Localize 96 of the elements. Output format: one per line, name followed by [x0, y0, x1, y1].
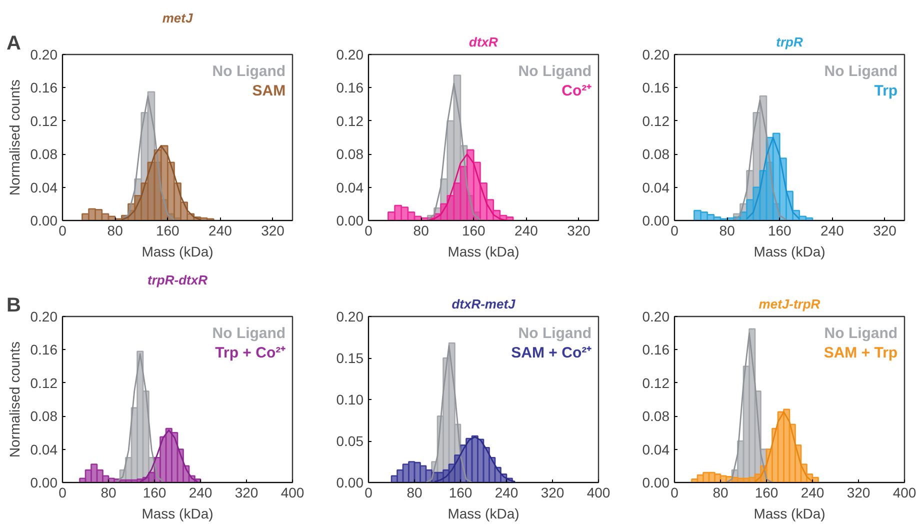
y-tick-label: 0.15	[336, 350, 364, 366]
text: A	[6, 32, 21, 54]
y-tick-label: 0.12	[642, 112, 670, 129]
x-tick-label: 80	[413, 222, 430, 238]
x-tick-label: 160	[448, 484, 472, 500]
text: SAM	[252, 82, 286, 100]
y-tick-label: 0.20	[336, 46, 364, 62]
x-axis-title: Mass (kDa)	[754, 244, 826, 260]
y-tick-label: 0.05	[336, 433, 364, 449]
x-tick-label: 80	[712, 484, 728, 500]
text: SAM + Co²⁺	[511, 344, 592, 362]
y-tick-label: 0.00	[336, 474, 364, 490]
chart-title: trpR-dtxR	[148, 272, 208, 288]
text: Trp + Co²⁺	[215, 344, 286, 362]
y-tick-label: 0.16	[642, 80, 670, 96]
y-tick-label: 0.08	[30, 146, 58, 162]
y-tick-label: 0.20	[30, 46, 58, 62]
x-tick-label: 400	[892, 484, 916, 500]
x-tick-label: 0	[58, 222, 67, 238]
y-tick-label: 0.16	[336, 80, 364, 96]
y-tick-label: 0.04	[336, 179, 364, 196]
x-axis-title: Mass (kDa)	[142, 244, 214, 260]
y-axis-title: Normalised counts	[6, 342, 22, 458]
x-tick-label: 320	[567, 222, 591, 238]
y-tick-label: 0.00	[336, 212, 364, 228]
x-tick-label: 0	[670, 484, 679, 500]
x-tick-label: 80	[406, 484, 422, 500]
x-tick-label: 240	[494, 484, 518, 500]
y-tick-label: 0.08	[30, 408, 58, 424]
y-tick-label: 0.10	[336, 392, 364, 408]
y-tick-label: 0.16	[642, 342, 670, 358]
x-axis-title: Mass (kDa)	[142, 506, 214, 522]
x-tick-label: 80	[107, 222, 124, 238]
x-tick-label: 320	[873, 222, 897, 238]
text: No Ligand	[824, 324, 898, 342]
text: B	[6, 294, 21, 316]
text: No Ligand	[212, 62, 286, 80]
y-tick-label: 0.00	[30, 212, 58, 228]
y-tick-label: 0.20	[642, 308, 670, 324]
text: No Ligand	[212, 324, 286, 342]
y-tick-label: 0.12	[336, 112, 364, 129]
x-tick-label: 0	[670, 222, 679, 238]
y-tick-label: 0.20	[336, 308, 364, 324]
text: SAM + Trp	[824, 344, 898, 362]
y-tick-label: 0.20	[642, 46, 670, 62]
x-tick-label: 80	[100, 484, 116, 500]
x-tick-label: 80	[719, 222, 736, 238]
y-tick-label: 0.12	[642, 374, 670, 391]
y-tick-label: 0.16	[30, 80, 58, 96]
x-tick-label: 320	[234, 484, 258, 500]
y-tick-label: 0.00	[642, 474, 670, 490]
y-axis-title: Normalised counts	[6, 80, 22, 196]
y-tick-label: 0.04	[642, 179, 670, 196]
y-tick-label: 0.08	[642, 408, 670, 424]
y-tick-label: 0.04	[642, 441, 670, 458]
text: No Ligand	[518, 62, 592, 80]
x-tick-label: 320	[540, 484, 564, 500]
x-tick-label: 400	[586, 484, 610, 500]
y-tick-label: 0.00	[642, 212, 670, 228]
x-tick-label: 160	[462, 222, 486, 238]
x-tick-label: 160	[754, 484, 778, 500]
x-tick-label: 240	[514, 222, 538, 238]
y-tick-label: 0.12	[30, 112, 58, 129]
y-tick-label: 0.12	[30, 374, 58, 391]
x-tick-label: 160	[768, 222, 792, 238]
x-axis-title: Mass (kDa)	[754, 506, 826, 522]
y-tick-label: 0.08	[642, 146, 670, 162]
chart-title: metJ-trpR	[758, 296, 821, 312]
x-tick-label: 160	[156, 222, 180, 238]
text: No Ligand	[824, 62, 898, 80]
x-tick-label: 240	[188, 484, 212, 500]
chart-title: trpR	[776, 34, 804, 50]
chart-title: dtxR-metJ	[452, 296, 516, 312]
x-tick-label: 0	[58, 484, 67, 500]
chart-title: metJ	[162, 10, 194, 26]
x-axis-title: Mass (kDa)	[448, 244, 520, 260]
x-tick-label: 160	[142, 484, 166, 500]
y-tick-label: 0.16	[30, 342, 58, 358]
text: Co²⁺	[562, 82, 592, 100]
y-tick-label: 0.20	[30, 308, 58, 324]
chart-title: dtxR	[469, 34, 499, 50]
x-tick-label: 0	[364, 222, 373, 238]
x-tick-label: 320	[261, 222, 285, 238]
x-tick-label: 0	[364, 484, 373, 500]
y-tick-label: 0.08	[336, 146, 364, 162]
x-tick-label: 240	[800, 484, 824, 500]
y-tick-label: 0.00	[30, 474, 58, 490]
text: No Ligand	[518, 324, 592, 342]
text: Trp	[874, 82, 898, 100]
y-tick-label: 0.04	[30, 179, 58, 196]
x-tick-label: 320	[846, 484, 870, 500]
y-tick-label: 0.04	[30, 441, 58, 458]
x-tick-label: 240	[820, 222, 844, 238]
x-tick-label: 400	[280, 484, 304, 500]
x-tick-label: 240	[208, 222, 232, 238]
x-axis-title: Mass (kDa)	[448, 506, 520, 522]
